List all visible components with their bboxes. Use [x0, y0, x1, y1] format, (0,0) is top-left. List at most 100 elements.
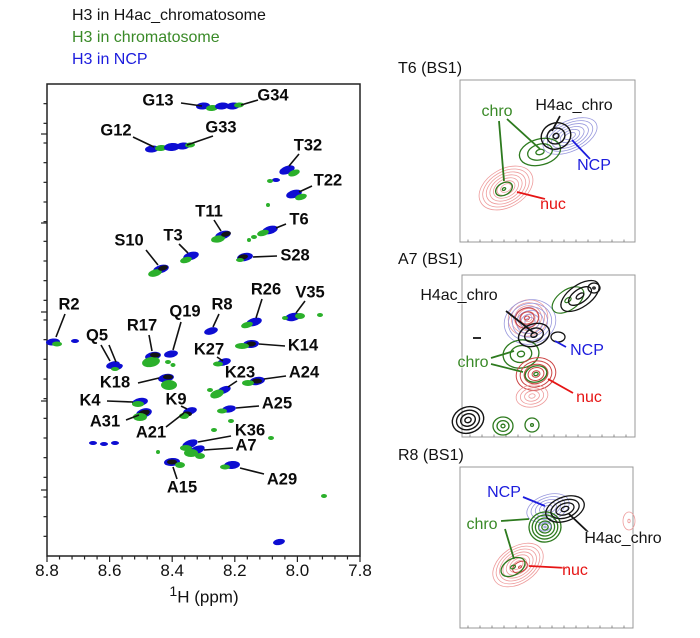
inset-panel-3	[459, 466, 636, 629]
inset-title-r8: R8 (BS1)	[398, 447, 464, 464]
minor-peak	[207, 388, 213, 392]
main-plot-frame	[46, 83, 361, 557]
peak-R8: R8	[204, 294, 234, 335]
peak-R26: R26	[241, 279, 282, 329]
leader-line	[506, 118, 541, 150]
peak-label-K4: K4	[79, 391, 101, 409]
x-tick-8.4: 8.4	[160, 561, 185, 580]
contour-group	[500, 556, 526, 578]
peak-label-T11: T11	[195, 202, 223, 220]
peak-G13: G13	[141, 90, 244, 112]
minor-peak	[100, 442, 108, 446]
minor-peak	[321, 494, 327, 498]
peak-label-G33: G33	[205, 118, 236, 136]
contour-group	[492, 416, 514, 436]
peak-label-A31: A31	[90, 412, 120, 430]
peak-A31: A31	[89, 408, 152, 431]
minor-peak	[228, 419, 234, 423]
peak-label-K23: K23	[225, 363, 255, 381]
leader-line	[571, 139, 591, 160]
peak-label-K14: K14	[288, 336, 319, 354]
contour-group	[538, 522, 552, 532]
peak-R17: R17	[126, 315, 161, 368]
leader-line	[516, 191, 546, 200]
peak-label-A15: A15	[167, 478, 197, 496]
peak-Q5: Q5	[85, 325, 123, 371]
peak-label-R17: R17	[127, 316, 157, 334]
peak-T32: T32	[279, 135, 323, 177]
peak-label-A29: A29	[267, 470, 297, 488]
minor-peak	[267, 179, 273, 183]
leader-line	[547, 378, 574, 394]
peak-K4: K4	[78, 390, 148, 410]
leader-line	[522, 496, 546, 507]
minor-peak	[251, 235, 257, 239]
x-axis-label-text: H (ppm)	[177, 587, 239, 607]
axis-ticks	[41, 103, 361, 562]
contour-group	[494, 181, 514, 197]
peak-label-A25: A25	[262, 394, 292, 412]
peak-label-T32: T32	[294, 136, 322, 154]
peak-A24: A24	[242, 362, 321, 386]
peak-label-T6: T6	[289, 210, 308, 228]
contour-group	[587, 282, 601, 294]
leader-line	[568, 513, 589, 533]
inset-frame	[459, 466, 634, 629]
peak-A29: A29	[220, 460, 298, 489]
contour-group	[524, 365, 548, 383]
peak-Q19: Q19	[164, 301, 202, 367]
leader-line	[551, 115, 561, 132]
peak-label-K36: K36	[235, 421, 265, 439]
contour-group	[514, 307, 540, 329]
inset-title-t6: T6 (BS1)	[398, 60, 463, 77]
minor-peak	[266, 203, 270, 207]
minor-peak	[89, 441, 97, 445]
peak-label-S28: S28	[280, 246, 309, 264]
leader-line	[490, 363, 524, 373]
leader-line	[500, 518, 530, 522]
peak-A21: A21	[135, 412, 185, 442]
contour-group	[545, 495, 585, 523]
peak-label-T3: T3	[163, 226, 182, 244]
legend-item-chromatosome: H3 in chromatosome	[72, 29, 220, 46]
peak-A15: A15	[164, 457, 198, 497]
peak-label-A21: A21	[136, 423, 166, 441]
x-tick-8.8: 8.8	[35, 561, 59, 580]
peak-label-A7: A7	[235, 436, 256, 454]
peak-label-T22: T22	[314, 171, 342, 189]
peak-K36: K36	[180, 420, 266, 451]
peak-K14: K14	[235, 335, 320, 355]
contour-group	[560, 279, 600, 313]
inset-frame	[461, 274, 636, 438]
contour-group	[451, 405, 485, 435]
contour-group	[515, 384, 549, 408]
x-tick-8.0: 8.0	[285, 561, 310, 580]
peak-S10: S10	[113, 230, 169, 277]
peak-K27: K27	[193, 339, 231, 367]
x-tick-8.6: 8.6	[97, 561, 122, 580]
peak-K23: K23	[210, 362, 256, 399]
leader-line	[528, 565, 568, 569]
contour-group	[503, 299, 557, 345]
peak-A7: A7	[184, 435, 258, 459]
peak-S28: S28	[236, 245, 311, 265]
contour-group	[524, 417, 540, 433]
peak-label-S10: S10	[114, 231, 143, 249]
peak-G12: G12	[99, 120, 195, 153]
inset-title-a7: A7 (BS1)	[398, 251, 463, 268]
contour-group	[512, 560, 528, 574]
minor-peak	[268, 436, 274, 440]
inset-frame	[459, 79, 636, 243]
peak-label-K27: K27	[194, 340, 224, 358]
x-tick-7.8: 7.8	[348, 561, 372, 580]
contour-group	[622, 511, 636, 531]
minor-peak	[111, 441, 119, 445]
x-axis-label-superscript: 1	[169, 584, 178, 600]
minor-peak	[247, 238, 251, 242]
peak-A25: A25	[217, 393, 293, 414]
peak-label-R8: R8	[211, 295, 232, 313]
peak-V35: V35	[282, 282, 326, 322]
minor-peak	[156, 450, 160, 454]
peak-label-G13: G13	[142, 91, 173, 109]
